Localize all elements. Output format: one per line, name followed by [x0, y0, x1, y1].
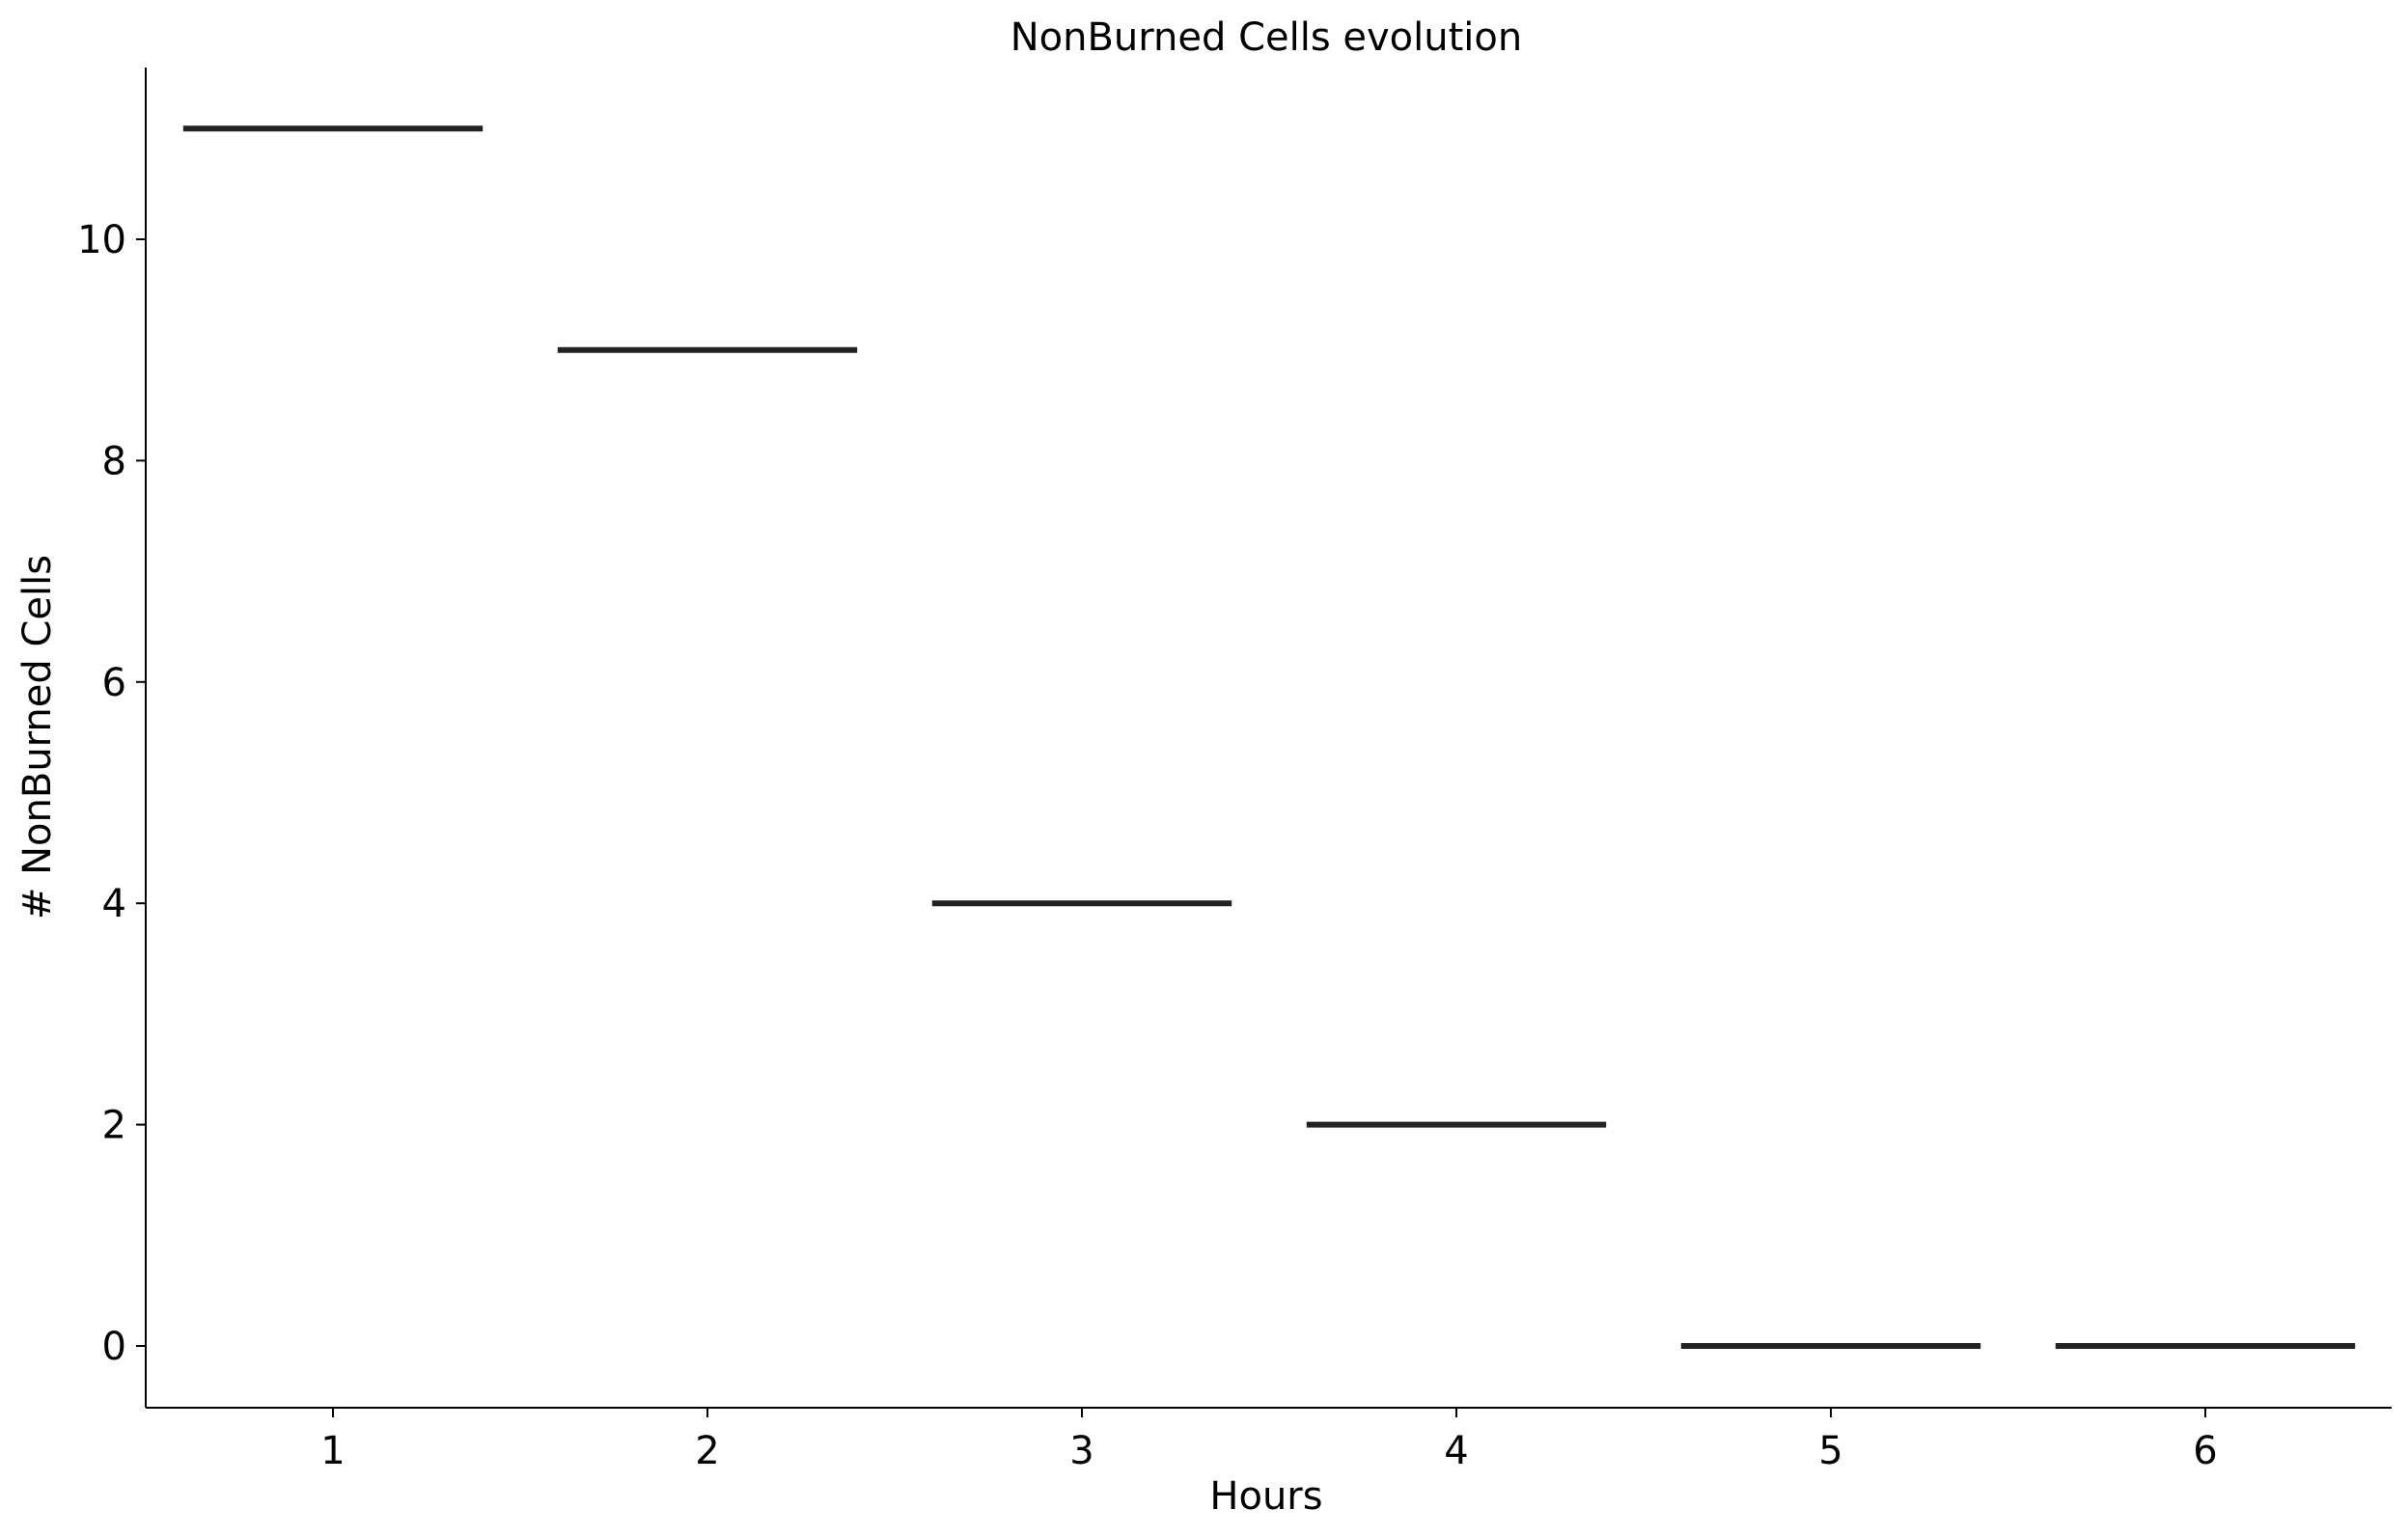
- y-tick-label: 2: [102, 1104, 126, 1148]
- x-tick-label: 4: [1444, 1429, 1468, 1473]
- y-axis-label: # NonBurned Cells: [15, 555, 60, 919]
- y-ticks: 0 2 4 6 8 10: [77, 218, 146, 1369]
- y-tick-label: 0: [102, 1325, 126, 1369]
- x-tick-label: 3: [1069, 1429, 1093, 1473]
- x-tick-label: 6: [2193, 1429, 2217, 1473]
- chart-title: NonBurned Cells evolution: [1010, 15, 1523, 60]
- y-tick-label: 10: [77, 218, 126, 262]
- y-tick-label: 6: [102, 661, 126, 705]
- data-marks: [182, 125, 2356, 1349]
- x-ticks: 1 2 3 4 5 6: [320, 1408, 2218, 1473]
- x-axis-label: Hours: [1209, 1474, 1322, 1519]
- x-tick-label: 2: [695, 1429, 719, 1473]
- x-tick-label: 5: [1818, 1429, 1842, 1473]
- y-tick-label: 8: [102, 439, 126, 483]
- y-tick-label: 4: [102, 882, 126, 926]
- x-tick-label: 1: [320, 1429, 345, 1473]
